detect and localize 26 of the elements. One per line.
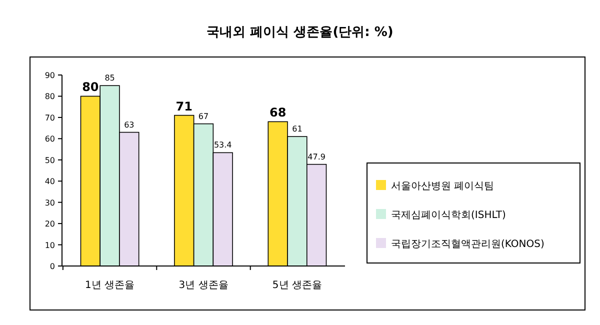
data-label: 68 bbox=[269, 106, 286, 120]
y-tick-label: 0 bbox=[50, 262, 55, 271]
data-label: 85 bbox=[104, 74, 115, 83]
y-tick-label: 40 bbox=[44, 177, 55, 186]
y-tick-label: 90 bbox=[44, 71, 55, 80]
x-tick-label: 1년 생존율 bbox=[85, 280, 135, 291]
y-tick-label: 30 bbox=[44, 198, 55, 208]
x-tick-label: 3년 생존율 bbox=[178, 280, 228, 291]
y-tick-label: 70 bbox=[44, 113, 55, 122]
legend-label: 서울아산병원 폐이식팀 bbox=[391, 181, 494, 192]
chart-title: 국내외 폐이식 생존율(단위: %) bbox=[206, 25, 394, 40]
data-label: 53.4 bbox=[214, 140, 232, 150]
legend-label: 국제심폐이식학회(ISHLT) bbox=[391, 210, 506, 221]
legend-label: 국립장기조직혈액관리원(KONOS) bbox=[391, 239, 544, 250]
data-label: 63 bbox=[124, 120, 134, 130]
y-tick-label: 10 bbox=[44, 240, 55, 250]
x-tick-label: 5년 생존율 bbox=[272, 280, 322, 291]
data-label: 71 bbox=[176, 99, 192, 114]
y-tick-label: 80 bbox=[44, 92, 55, 102]
data-label: 61 bbox=[292, 124, 302, 134]
y-tick-label: 50 bbox=[44, 156, 55, 165]
y-tick-label: 20 bbox=[44, 220, 55, 229]
data-label: 47.9 bbox=[308, 152, 326, 162]
data-label: 80 bbox=[82, 80, 99, 94]
y-tick-label: 60 bbox=[44, 134, 55, 144]
data-label: 67 bbox=[198, 112, 209, 121]
